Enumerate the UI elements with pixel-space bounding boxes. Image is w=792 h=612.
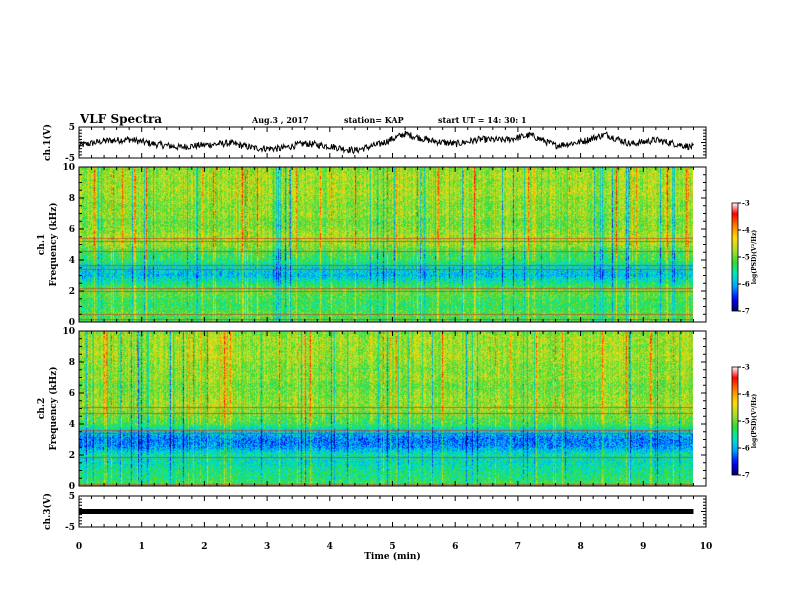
y-tick-label: 10: [62, 163, 75, 173]
y-tick-label: 5: [69, 123, 75, 133]
date-label: Aug.3 , 2017: [251, 115, 309, 125]
y-tick-label: 2: [69, 451, 75, 461]
x-tick-label: 6: [452, 542, 458, 552]
y-axis-label: ch.1: [37, 234, 47, 255]
x-tick-label: 7: [515, 542, 521, 552]
y-tick-label: 5: [69, 492, 75, 502]
x-tick-label: 3: [264, 542, 270, 552]
x-tick-label: 2: [201, 542, 207, 552]
colorbar-label: log(PSD)(V²/Hz): [751, 230, 758, 285]
series-line: [79, 509, 694, 514]
x-tick-label: 8: [577, 542, 583, 552]
y-tick-label: 8: [69, 358, 75, 368]
spectrogram-image: [79, 331, 693, 486]
colorbar-tick-label: -3: [742, 363, 750, 372]
ch1-spectrogram-panel: 0 2 4 6 8 10 ch.1 Frequency (kHz): [37, 163, 707, 328]
y-axis-label: Frequency (kHz): [48, 202, 59, 286]
x-axis-label: Time (min): [364, 551, 421, 562]
y-axis-label: ch.2: [37, 398, 47, 419]
y-tick-label: 2: [69, 287, 75, 297]
y-tick-label: 6: [69, 225, 75, 235]
colorbar: [731, 366, 739, 476]
x-tick-label: 10: [700, 542, 713, 552]
colorbars: -3 -4 -5 -6 -7 log(PSD)(V²/Hz) -3 -4 -5 -6 -7 log(P…: [731, 199, 758, 480]
colorbar-tick-label: -6: [742, 280, 750, 289]
colorbar-tick-label: -7: [742, 471, 750, 480]
time-axis: 0 1 2 3 4 5 6 7 8 9 10 Time (min): [76, 542, 712, 562]
y-tick-label: -5: [65, 154, 75, 164]
colorbar-tick-label: -5: [742, 253, 750, 262]
spectrogram-image: [79, 167, 693, 322]
x-tick-label: 4: [327, 542, 333, 552]
colorbar-tick-label: -7: [742, 307, 750, 316]
x-tick-label: 9: [640, 542, 646, 552]
start-time-label: start UT = 14: 30: 1: [438, 115, 527, 125]
y-tick-label: 4: [69, 420, 75, 430]
panel-frame: [78, 126, 707, 159]
colorbar: [731, 202, 739, 312]
y-tick-label: 4: [69, 256, 75, 266]
colorbar-tick-label: -5: [742, 417, 750, 426]
x-tick-label: 5: [389, 542, 395, 552]
station-label: station= KAP: [344, 115, 404, 125]
y-axis-label: Frequency (kHz): [48, 366, 59, 450]
y-tick-label: 10: [62, 327, 75, 337]
y-axis-label: ch.3(V): [42, 493, 53, 530]
colorbar-label: log(PSD)(V²/Hz): [751, 394, 758, 449]
series-line: [78, 130, 694, 155]
panel-frame: [78, 330, 707, 487]
y-tick-label: 0: [69, 482, 75, 492]
y-axis-label: ch.1(V): [42, 124, 53, 161]
ch1-waveform-panel: 5 -5 ch.1(V): [42, 123, 707, 164]
colorbar-tick-label: -3: [742, 199, 750, 208]
ch3-waveform-panel: 5 -5 ch.3(V): [42, 492, 707, 533]
x-tick-label: 1: [139, 542, 145, 552]
colorbar-tick-label: -4: [742, 226, 750, 235]
colorbar-tick-label: -4: [742, 390, 750, 399]
y-tick-label: 8: [69, 194, 75, 204]
x-tick-label: 0: [76, 542, 82, 552]
y-tick-label: 6: [69, 389, 75, 399]
ch2-spectrogram-panel: 0 2 4 6 8 10 ch.2 Frequency (kHz): [37, 327, 707, 492]
colorbar-tick-label: -6: [742, 444, 750, 453]
panel-frame: [78, 495, 707, 528]
y-tick-label: -5: [65, 523, 75, 533]
y-tick-label: 0: [69, 318, 75, 328]
panel-frame: [78, 166, 707, 323]
plot-title: VLF Spectra: [79, 112, 162, 126]
